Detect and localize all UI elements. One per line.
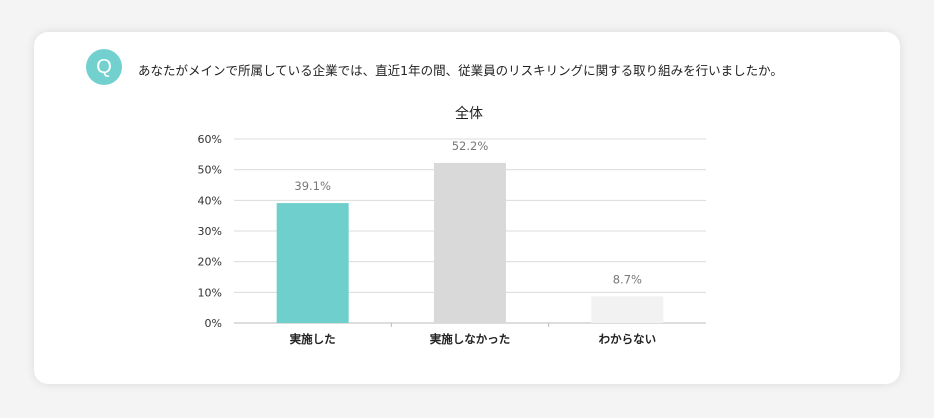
y-tick-label: 40% <box>198 194 222 207</box>
y-tick-label: 50% <box>198 164 222 177</box>
y-tick-label: 10% <box>198 286 222 299</box>
question-badge: Q <box>86 49 122 85</box>
data-label: 52.2% <box>452 139 489 153</box>
category-labels: 実施した 実施しなかった わからない <box>290 332 656 346</box>
y-tick-label: 60% <box>198 133 222 146</box>
chart-title: 全体 <box>455 105 483 122</box>
category-label: 実施しなかった <box>430 332 511 346</box>
bars <box>276 162 664 323</box>
bar <box>591 296 664 323</box>
category-label: わからない <box>599 332 657 346</box>
data-label: 39.1% <box>294 179 331 193</box>
value-labels: 39.1% 52.2% 8.7% <box>294 139 642 286</box>
y-tick-label: 30% <box>198 225 222 238</box>
y-tick-label: 20% <box>198 256 222 269</box>
bar <box>276 203 349 323</box>
bar <box>434 162 506 323</box>
y-tick-label: 0% <box>205 317 222 330</box>
y-axis-ticks: 0% 10% 20% 30% 40% 50% 60% <box>198 133 222 330</box>
question-text: あなたがメインで所属している企業では、直近1年の間、従業員のリスキリングに関する… <box>138 63 783 78</box>
data-label: 8.7% <box>613 272 642 286</box>
category-label: 実施した <box>290 332 336 346</box>
